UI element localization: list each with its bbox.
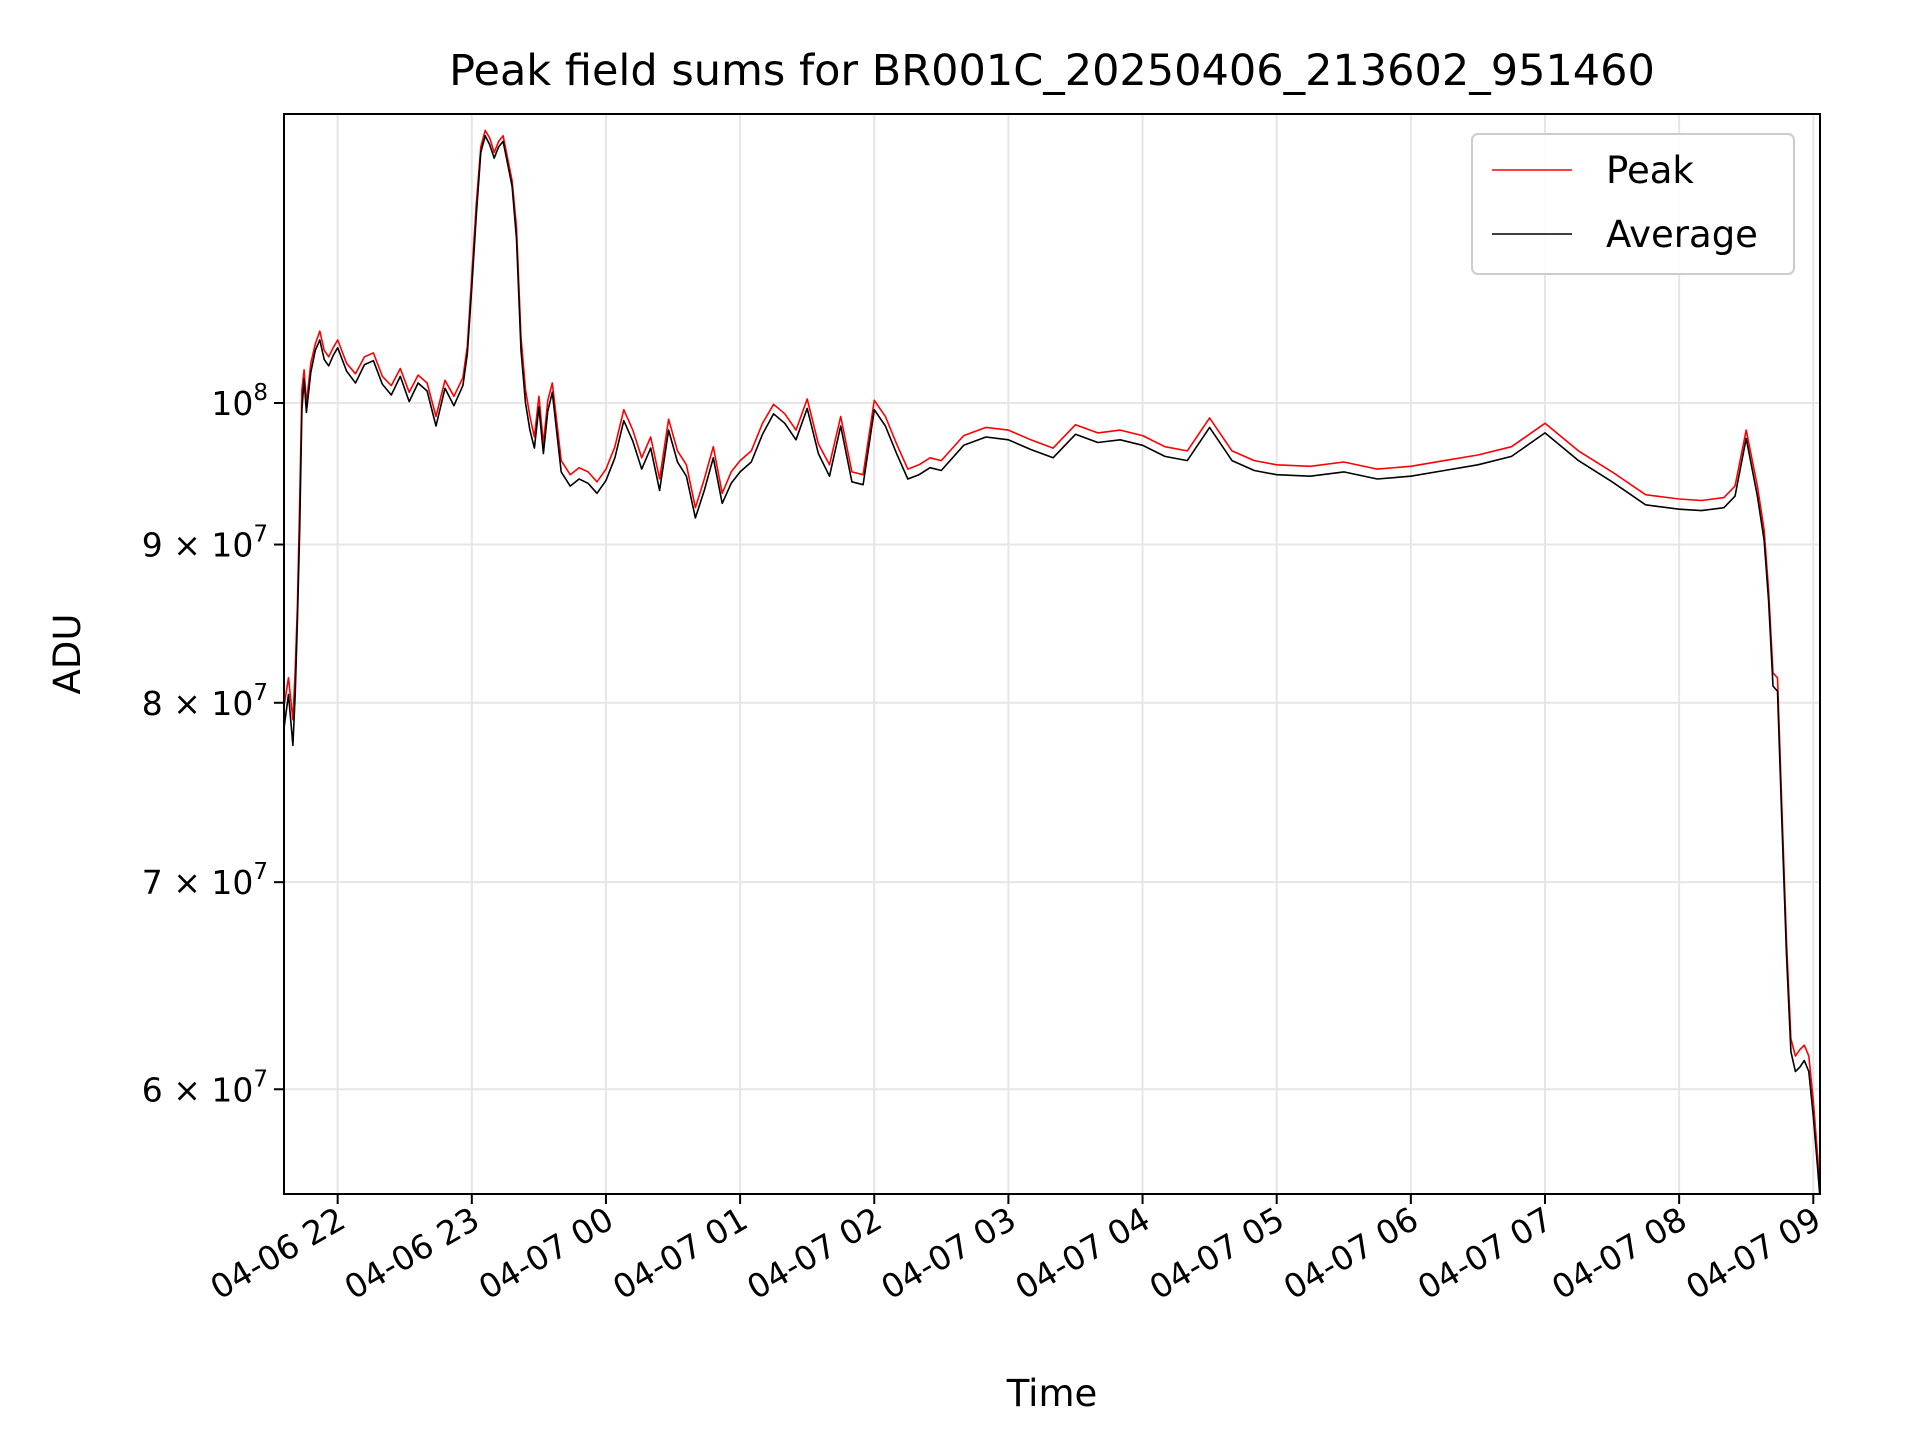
y-tick-label: 8 × 107	[142, 680, 268, 723]
series-line-peak	[284, 129, 1820, 1194]
chart-title: Peak field sums for BR001C_20250406_2136…	[449, 46, 1655, 96]
plot-frame	[283, 113, 1821, 1195]
y-tick-label: 7 × 107	[142, 859, 268, 902]
x-axis-label: Time	[1006, 1372, 1098, 1415]
series-line-average	[284, 135, 1820, 1194]
legend-label-peak: Peak	[1606, 149, 1694, 192]
y-axis: 6 × 107 7 × 107 8 × 107 9 × 107 108	[142, 380, 284, 1109]
series-layer	[284, 129, 1820, 1194]
legend-box	[1471, 133, 1795, 275]
legend-label-average: Average	[1606, 213, 1758, 256]
y-tick-label: 6 × 107	[142, 1066, 268, 1109]
y-tick-label: 9 × 107	[142, 522, 268, 565]
y-axis-label: ADU	[46, 614, 89, 695]
y-tick-label: 108	[211, 380, 268, 423]
legend: Peak Average	[1471, 133, 1795, 275]
grid	[284, 114, 1820, 1194]
